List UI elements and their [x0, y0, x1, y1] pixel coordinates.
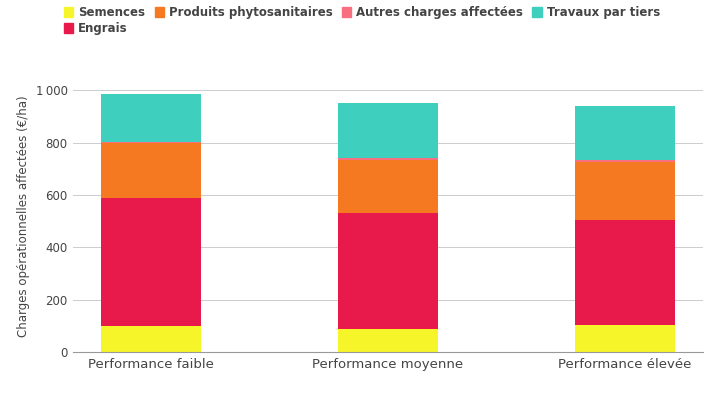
- Bar: [338, 213, 438, 329]
- Bar: [575, 160, 674, 162]
- Bar: [338, 158, 438, 160]
- Bar: [102, 326, 201, 352]
- Legend: Semences, Engrais, Produits phytosanitaires, Autres charges affectées, Travaux p: Semences, Engrais, Produits phytosanitai…: [64, 6, 660, 36]
- Y-axis label: Charges opérationnelles affectées (€/ha): Charges opérationnelles affectées (€/ha): [17, 95, 30, 337]
- Bar: [575, 106, 674, 160]
- Bar: [102, 143, 201, 198]
- Bar: [338, 329, 438, 352]
- Bar: [575, 220, 674, 324]
- Bar: [575, 162, 674, 220]
- Bar: [338, 103, 438, 158]
- Bar: [102, 94, 201, 142]
- Bar: [102, 142, 201, 143]
- Bar: [575, 324, 674, 352]
- Bar: [338, 160, 438, 213]
- Bar: [102, 198, 201, 326]
